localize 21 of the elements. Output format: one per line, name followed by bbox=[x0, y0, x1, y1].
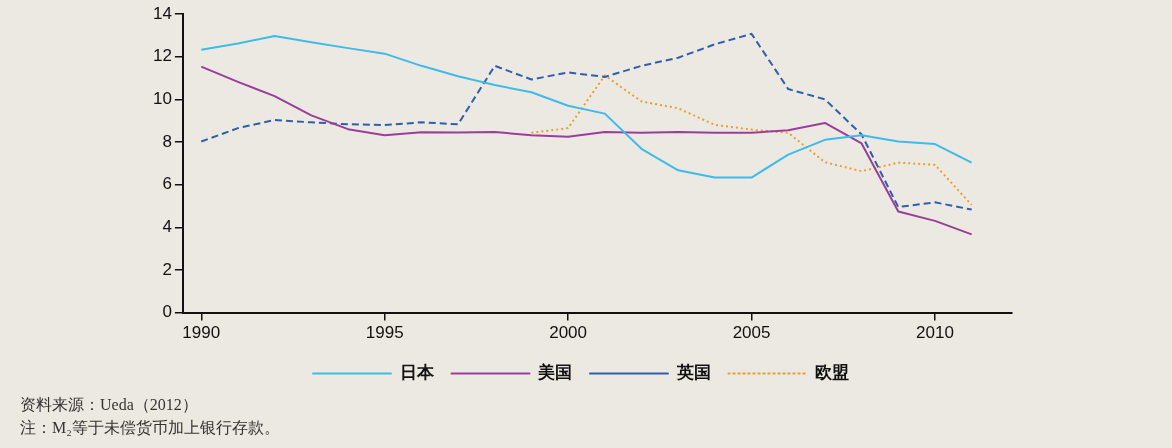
legend-label: 美国 bbox=[537, 361, 572, 382]
y-tick-label: 2 bbox=[162, 259, 172, 279]
y-tick-label: 10 bbox=[152, 89, 172, 108]
y-tick-label: 6 bbox=[162, 174, 172, 194]
y-tick-label: 0 bbox=[162, 302, 172, 322]
legend-label: 英国 bbox=[675, 361, 711, 382]
text: 注：M₂等于未偿货币加上银行存款。 bbox=[20, 418, 280, 438]
y-tick-label: 4 bbox=[162, 216, 172, 236]
x-tick-label: 2010 bbox=[916, 323, 954, 343]
x-tick-label: 2005 bbox=[732, 323, 771, 343]
line-series bbox=[200, 32, 973, 211]
x-tick-label: 1990 bbox=[182, 323, 221, 343]
line-series bbox=[530, 74, 973, 206]
y-tick-label: 8 bbox=[162, 131, 172, 151]
y-tick-label: 14 bbox=[152, 3, 172, 23]
text: 资料来源：Ueda（2012） bbox=[20, 395, 199, 415]
y-tick-label: 12 bbox=[152, 46, 172, 66]
legend-label: 日本 bbox=[399, 361, 435, 382]
x-tick-label: 1995 bbox=[365, 323, 404, 343]
x-tick-label: 2000 bbox=[549, 323, 588, 343]
legend-label: 欧盟 bbox=[815, 361, 849, 382]
